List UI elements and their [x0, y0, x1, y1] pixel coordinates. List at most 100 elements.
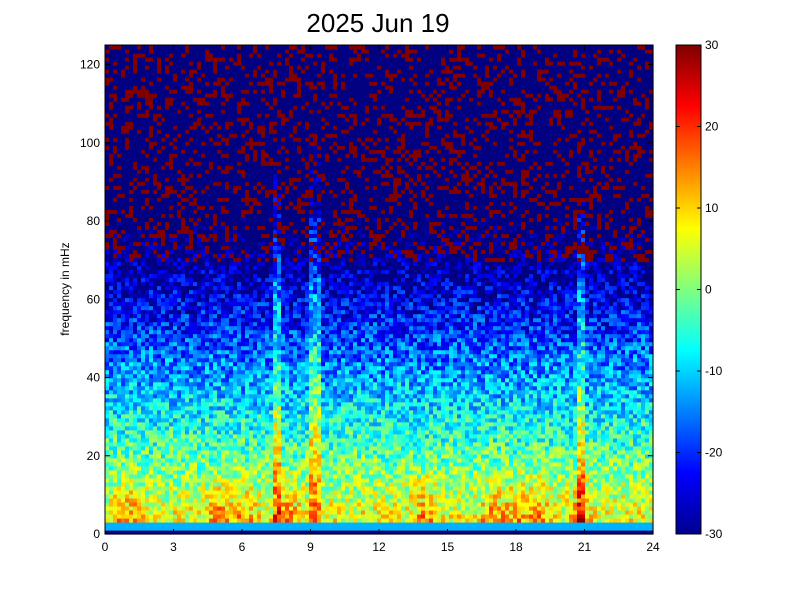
heatmap-cell	[457, 421, 462, 427]
heatmap-cell	[621, 477, 626, 483]
heatmap-cell	[305, 409, 310, 415]
heatmap-cell	[577, 401, 582, 407]
heatmap-cell	[609, 433, 614, 439]
heatmap-cell	[537, 461, 542, 467]
heatmap-cell	[301, 521, 306, 527]
heatmap-cell	[493, 461, 498, 467]
heatmap-cell	[257, 489, 262, 495]
heatmap-cell	[153, 489, 158, 495]
heatmap-cell	[253, 441, 258, 447]
heatmap-cell	[553, 433, 558, 439]
heatmap-cell	[517, 449, 522, 455]
heatmap-cell	[257, 501, 262, 507]
heatmap-cell	[425, 397, 430, 403]
heatmap-cell	[449, 465, 454, 471]
heatmap-cell	[521, 513, 526, 519]
heatmap-cell	[201, 409, 206, 415]
heatmap-cell	[169, 529, 174, 535]
heatmap-cell	[481, 417, 486, 423]
heatmap-cell	[121, 521, 126, 527]
heatmap-cell	[533, 505, 538, 511]
heatmap-cell	[425, 433, 430, 439]
heatmap-cell	[441, 449, 446, 455]
heatmap-cell	[513, 389, 518, 395]
heatmap-cell	[245, 413, 250, 419]
heatmap-cell	[249, 485, 254, 491]
heatmap-cell	[285, 453, 290, 459]
heatmap-cell	[633, 457, 638, 463]
heatmap-cell	[289, 457, 294, 463]
heatmap-cell	[193, 409, 198, 415]
heatmap-cell	[493, 441, 498, 447]
heatmap-cell	[141, 453, 146, 459]
heatmap-cell	[261, 445, 266, 451]
heatmap-cell	[133, 409, 138, 415]
heatmap-cell	[605, 445, 610, 451]
heatmap-cell	[209, 525, 214, 531]
heatmap-cell	[609, 529, 614, 535]
heatmap-cell	[649, 501, 654, 507]
heatmap-cell	[469, 453, 474, 459]
heatmap-cell	[385, 453, 390, 459]
heatmap-cell	[413, 429, 418, 435]
heatmap-cell	[617, 449, 622, 455]
heatmap-cell	[241, 385, 246, 391]
heatmap-cell	[397, 509, 402, 515]
heatmap-cell	[201, 497, 206, 503]
heatmap-cell	[425, 465, 430, 471]
heatmap-cell	[625, 521, 630, 527]
heatmap-cell	[565, 441, 570, 447]
heatmap-cell	[317, 389, 322, 395]
heatmap-cell	[125, 529, 130, 535]
heatmap-cell	[137, 513, 142, 519]
heatmap-cell	[125, 445, 130, 451]
heatmap-cell	[529, 441, 534, 447]
heatmap-cell	[557, 497, 562, 503]
heatmap-cell	[413, 425, 418, 431]
heatmap-cell	[541, 481, 546, 487]
heatmap-cell	[365, 421, 370, 427]
heatmap-cell	[181, 525, 186, 531]
heatmap-cell	[137, 389, 142, 395]
heatmap-cell	[169, 385, 174, 391]
heatmap-cell	[505, 489, 510, 495]
heatmap-cell	[149, 453, 154, 459]
heatmap-cell	[477, 397, 482, 403]
heatmap-cell	[389, 501, 394, 507]
heatmap-cell	[373, 417, 378, 423]
heatmap-cell	[181, 441, 186, 447]
heatmap-cell	[273, 497, 278, 503]
heatmap-cell	[401, 505, 406, 511]
heatmap-cell	[633, 521, 638, 527]
heatmap-cell	[397, 441, 402, 447]
heatmap-cell	[193, 437, 198, 443]
heatmap-cell	[321, 465, 326, 471]
heatmap-cell	[353, 409, 358, 415]
heatmap-cell	[273, 473, 278, 479]
heatmap-cell	[177, 465, 182, 471]
heatmap-cell	[225, 401, 230, 407]
heatmap-cell	[313, 393, 318, 399]
heatmap-cell	[541, 529, 546, 535]
heatmap-cell	[609, 477, 614, 483]
heatmap-cell	[153, 413, 158, 419]
heatmap-cell	[577, 437, 582, 443]
heatmap-cell	[105, 485, 110, 491]
heatmap-cell	[121, 501, 126, 507]
heatmap-cell	[137, 521, 142, 527]
heatmap-cell	[245, 481, 250, 487]
heatmap-cell	[649, 465, 654, 471]
heatmap-cell	[253, 525, 258, 531]
heatmap-cell	[249, 409, 254, 415]
heatmap-cell	[429, 469, 434, 475]
heatmap-cell	[537, 477, 542, 483]
heatmap-cell	[137, 437, 142, 443]
heatmap-cell	[349, 513, 354, 519]
heatmap-cell	[541, 389, 546, 395]
heatmap-cell	[353, 497, 358, 503]
heatmap-cell	[433, 425, 438, 431]
heatmap-cell	[129, 493, 134, 499]
heatmap-cell	[165, 457, 170, 463]
heatmap-cell	[141, 405, 146, 411]
heatmap-cell	[441, 441, 446, 447]
